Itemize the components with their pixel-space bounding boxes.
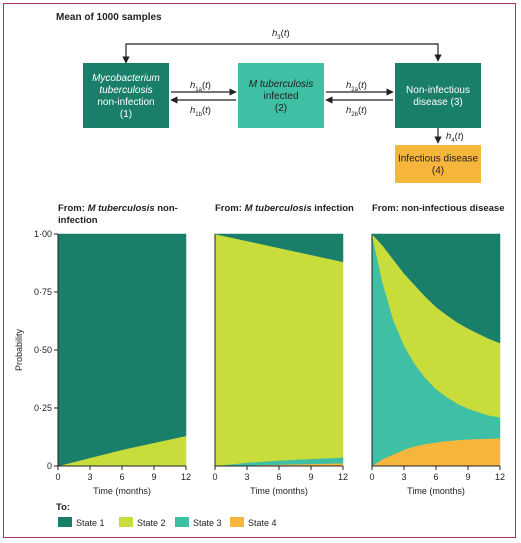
figure-frame [3, 3, 516, 538]
x-tick-label: 3 [87, 472, 92, 482]
state-3-line: disease (3) [413, 97, 462, 108]
state-4-line: Infectious disease [398, 154, 478, 165]
transition-label-h2a: h2a(t) [346, 80, 367, 93]
x-tick-label: 12 [495, 472, 505, 482]
diagram-title: Mean of 1000 samples [56, 12, 162, 23]
state-2-line: M tuberculosis [249, 79, 313, 90]
state-1-line: tuberculosis [99, 85, 152, 96]
state-4-line: (4) [432, 166, 444, 177]
chart-panels: From: M tuberculosis non-infection 0 3 6 9 12… [14, 203, 505, 496]
state-box-3: Non-infectious disease (3) [395, 63, 481, 128]
state-1-line: Mycobacterium [92, 73, 160, 84]
legend-swatch [58, 517, 72, 527]
legend-swatch [119, 517, 133, 527]
legend-swatch [230, 517, 244, 527]
legend-label: State 3 [193, 518, 222, 528]
legend-item-state-2: State 2 [119, 517, 166, 528]
svg-text:Infectious disease(4): Infectious disease (4) [398, 154, 478, 177]
x-tick-label: 3 [401, 472, 406, 482]
y-tick-label: 1·00 [34, 229, 52, 239]
x-tick-label: 0 [55, 472, 60, 482]
transition-arrows [122, 43, 442, 144]
y-tick-label: 0·75 [34, 287, 52, 297]
transition-label-h1b: h1b(t) [190, 105, 211, 118]
panel-title: From: non-infectious disease [372, 203, 505, 214]
area-state-1 [214, 233, 344, 263]
y-tick-label: 0 [47, 461, 52, 471]
area-state-2 [214, 233, 344, 467]
x-axis-label: Time (months) [250, 486, 308, 496]
state-1-line: (1) [120, 109, 132, 120]
x-tick-label: 0 [369, 472, 374, 482]
x-tick-label: 12 [338, 472, 348, 482]
x-tick-label: 0 [212, 472, 217, 482]
legend-item-state-4: State 4 [230, 517, 277, 528]
panel-title: From: M tuberculosis non- [58, 203, 178, 214]
panel-title: From: M tuberculosis infection [215, 203, 354, 214]
arrow-h3 [122, 43, 442, 64]
state-2-line: infected [263, 91, 298, 102]
state-box-1: Mycobacterium tuberculosis non-infection (1… [83, 63, 169, 128]
area-state-1 [371, 233, 501, 344]
state-1-line: non-infection [97, 97, 154, 108]
legend-title: To: [56, 502, 70, 513]
x-axis-label: Time (months) [93, 486, 151, 496]
y-axis-label: Probability [14, 328, 24, 371]
state-box-2: M tuberculosis infected (2) [238, 63, 324, 128]
x-tick-label: 12 [181, 472, 191, 482]
chart-panel-3: From: non-infectious disease 0 3 6 9 12 Time (… [369, 203, 505, 496]
chart-panel-2: From: M tuberculosis infection 0 3 6 9 12 Time… [212, 203, 354, 496]
panel-title-line2: infection [58, 215, 98, 226]
chart-panel-1: From: M tuberculosis non-infection 0 3 6 9 12… [14, 203, 191, 496]
state-box-4: Infectious disease (4) [395, 145, 481, 183]
x-axis-label: Time (months) [407, 486, 465, 496]
transition-label-h2b: h2b(t) [346, 105, 367, 118]
transition-label-h3: h3(t) [272, 28, 290, 41]
y-tick-label: 0·50 [34, 345, 52, 355]
transition-label-h1a: h1a(t) [190, 80, 211, 93]
legend-label: State 1 [76, 518, 105, 528]
legend-swatch [175, 517, 189, 527]
state-3-line: Non-infectious [406, 85, 470, 96]
y-tick-label: 0·25 [34, 403, 52, 413]
x-tick-label: 9 [465, 472, 470, 482]
legend-label: State 2 [137, 518, 166, 528]
x-tick-label: 6 [276, 472, 281, 482]
legend-item-state-1: State 1 [58, 517, 105, 528]
x-tick-label: 9 [151, 472, 156, 482]
x-tick-label: 6 [433, 472, 438, 482]
legend-item-state-3: State 3 [175, 517, 222, 528]
state-2-line: (2) [275, 103, 287, 114]
x-tick-label: 9 [308, 472, 313, 482]
x-tick-label: 3 [244, 472, 249, 482]
legend: To: State 1 State 2 State 3 State 4 [56, 502, 277, 528]
legend-label: State 4 [248, 518, 277, 528]
area-state-1 [57, 233, 187, 467]
transition-labels: h3(t) h1a(t) h1b(t) h2a(t) h2b(t) h4(t) [190, 28, 464, 144]
x-tick-label: 6 [119, 472, 124, 482]
transition-label-h4: h4(t) [446, 131, 464, 144]
